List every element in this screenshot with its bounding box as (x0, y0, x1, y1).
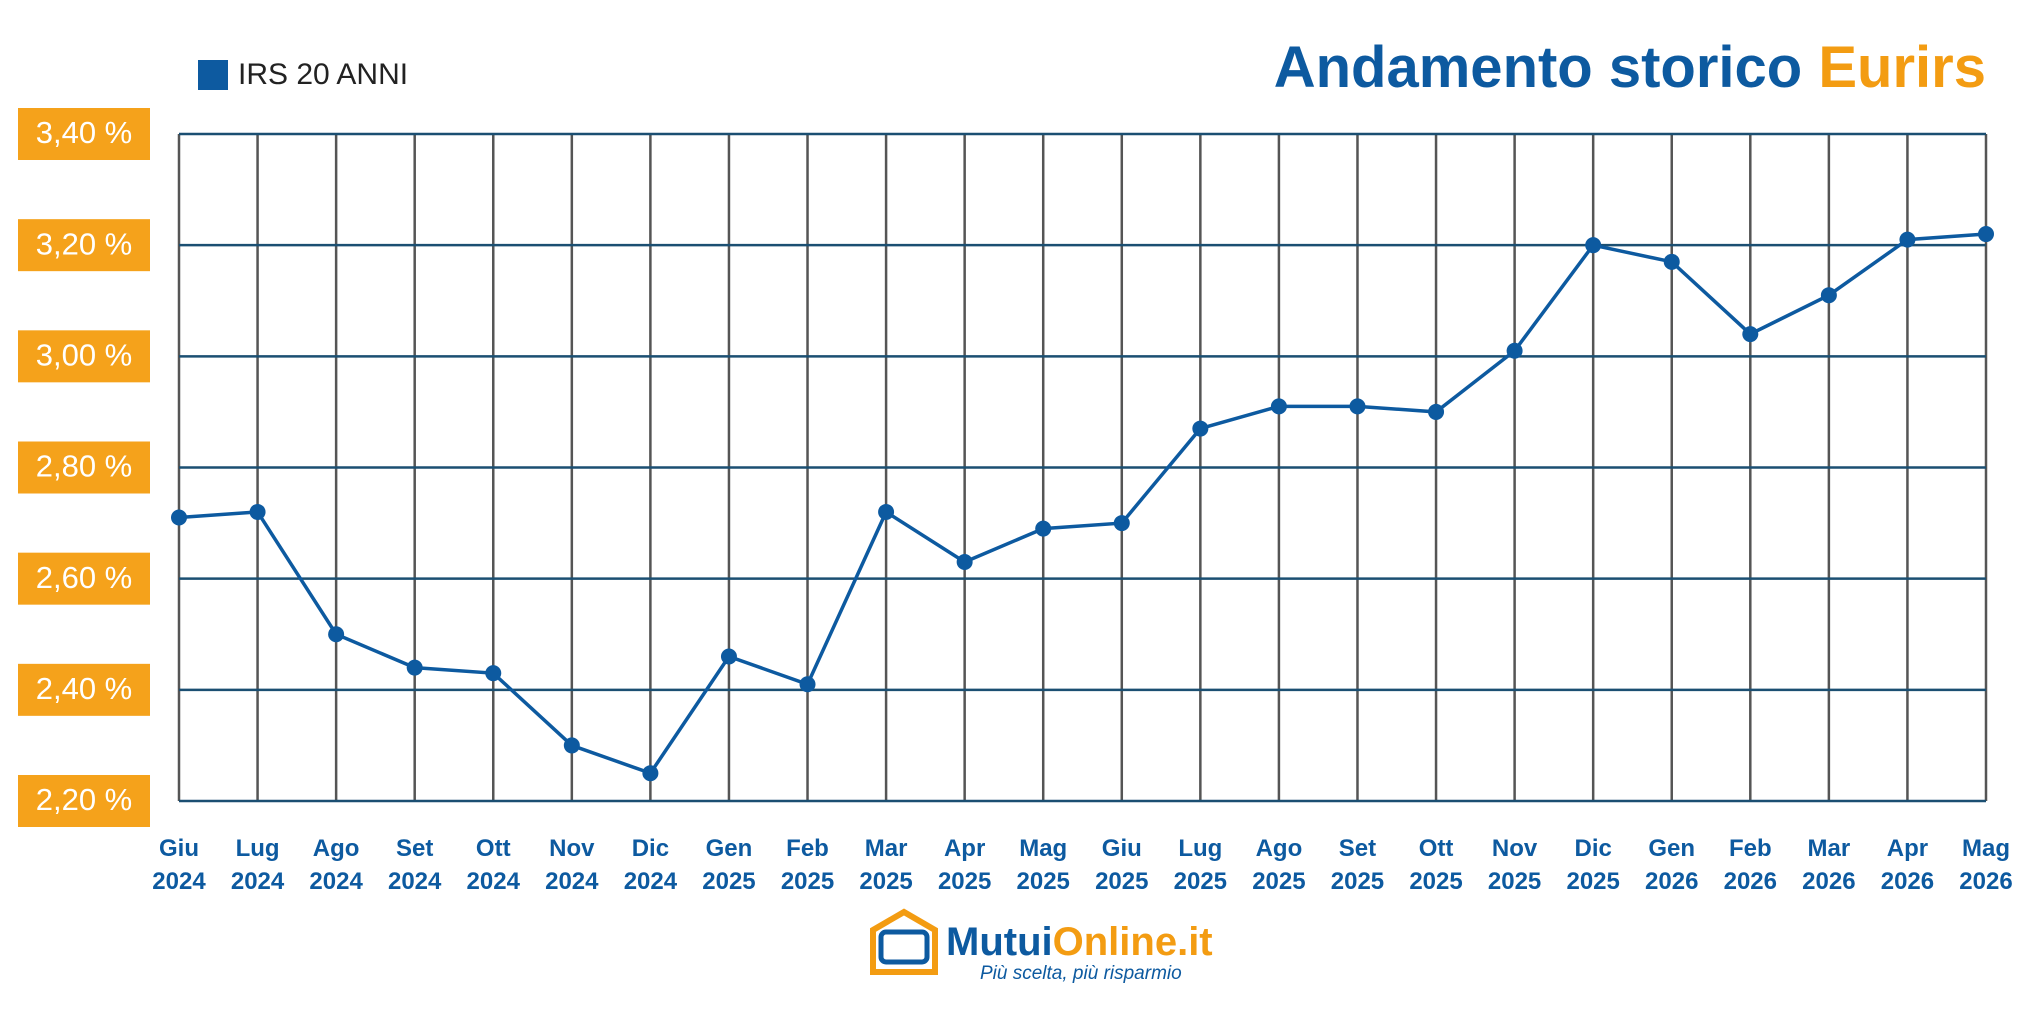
y-tick-box (18, 441, 150, 494)
point (1899, 231, 1916, 248)
point (1270, 398, 1287, 415)
point (1742, 326, 1759, 343)
x-tick-label: Set 2024 (387, 835, 442, 895)
x-tick-label: Nov 2025 (1487, 835, 1542, 895)
point (485, 665, 502, 682)
x-tick-label: Feb 2026 (1723, 835, 1777, 895)
x-tick-label: Dic 2025 (1566, 835, 1620, 895)
y-tick-box (18, 775, 150, 827)
x-tick-label: Mar 2025 (859, 835, 913, 895)
y-tick-label: 2,40 % (36, 671, 133, 706)
legend-swatch (198, 60, 228, 90)
y-tick-label: 3,00 % (36, 338, 133, 373)
y-tick-label: 3,40 % (36, 115, 133, 150)
x-tick-label: Ago 2024 (309, 835, 363, 895)
y-tick-box (18, 663, 150, 716)
x-tick-label: Dic 2024 (623, 835, 678, 895)
point (406, 659, 423, 676)
point (956, 553, 973, 570)
point (1349, 398, 1366, 415)
logo-text: MutuiOnline.it (946, 920, 1213, 964)
point (1585, 237, 1602, 254)
x-tick-label: Ott 2024 (466, 835, 520, 895)
y-tick-label: 2,20 % (36, 782, 133, 817)
x-tick-label: Set 2025 (1330, 835, 1385, 895)
logo-screen (878, 929, 930, 965)
point (171, 509, 187, 526)
x-tick-label: Giu 2024 (152, 835, 206, 895)
y-tick-box (18, 330, 150, 383)
point (1035, 520, 1052, 537)
y-tick-label: 3,20 % (36, 226, 133, 261)
y-tick-label: 2,60 % (36, 560, 133, 595)
logo: MutuiOnline.it Più scelta, più risparmio (870, 908, 1213, 984)
point (1506, 342, 1523, 359)
x-tick-label: Giu 2025 (1095, 835, 1149, 895)
x-tick-label: Apr 2026 (1880, 835, 1935, 895)
x-tick-label: Mar 2026 (1802, 835, 1856, 895)
x-tick-label: Feb 2025 (780, 835, 835, 895)
y-tick-box (18, 219, 150, 272)
point (799, 676, 816, 693)
point (642, 765, 659, 782)
title-highlight: Eurirs (1818, 35, 1986, 100)
legend-label: IRS 20 ANNI (238, 58, 408, 91)
point (1978, 226, 1994, 243)
x-tick-label: Ott 2025 (1409, 835, 1463, 895)
point (1113, 515, 1130, 532)
point (1428, 403, 1445, 420)
x-tick-label: Mag 2026 (1959, 835, 2013, 895)
point (878, 503, 895, 520)
x-tick-label: Gen 2025 (702, 835, 756, 895)
point (1663, 253, 1680, 270)
logo-brand: Mutui (946, 920, 1053, 964)
x-tick-label: Gen 2026 (1645, 835, 1699, 895)
point (249, 503, 266, 520)
point (1820, 287, 1837, 304)
y-tick-label: 2,80 % (36, 449, 133, 484)
x-tick-label: Apr 2025 (937, 835, 992, 895)
x-tick-label: Lug 2024 (230, 835, 285, 895)
chart-title: Andamento storico Eurirs (1274, 35, 1986, 100)
logo-house (870, 908, 938, 975)
x-tick-label: Nov 2024 (545, 835, 599, 895)
x-tick-label: Ago 2025 (1252, 835, 1306, 895)
title-main: Andamento storico (1274, 35, 1803, 100)
point (1192, 420, 1209, 437)
point (720, 648, 737, 665)
line (178, 232, 1987, 776)
y-tick-box (18, 552, 150, 605)
logo-tagline: Più scelta, più risparmio (980, 963, 1182, 984)
x-tick-label: Lug 2025 (1173, 835, 1228, 895)
point (563, 737, 580, 754)
x-tick-label: Mag 2025 (1016, 835, 1070, 895)
logo-brand-highlight: Online.it (1053, 920, 1213, 964)
y-tick-box (18, 108, 150, 160)
point (328, 626, 345, 643)
